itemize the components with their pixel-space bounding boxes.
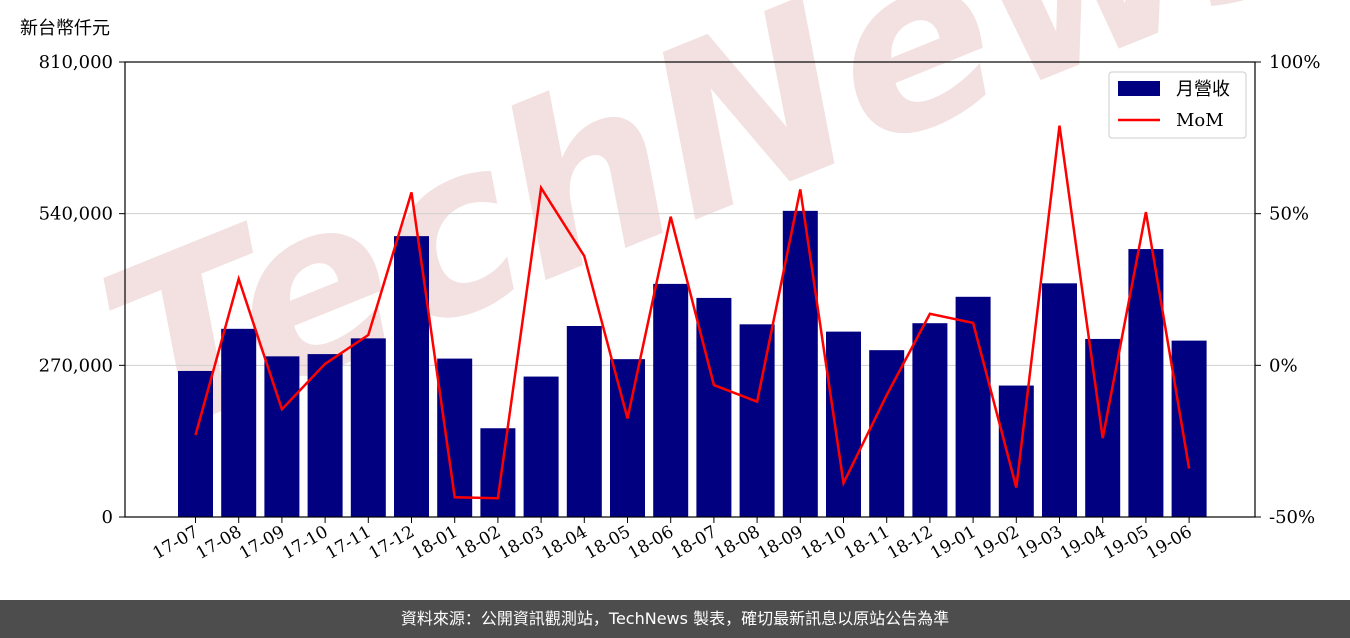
x-tick-label: 18-07 xyxy=(668,522,720,564)
bar-19-02 xyxy=(998,385,1034,517)
y-right-tick-label: 0% xyxy=(1269,355,1298,376)
x-tick-label: 19-01 xyxy=(927,522,979,564)
bar-19-06 xyxy=(1171,340,1207,517)
x-tick-label: 19-02 xyxy=(970,522,1022,564)
bar-17-09 xyxy=(264,356,300,517)
y-left-tick-label: 540,000 xyxy=(39,204,113,225)
y-left-tick-label: 270,000 xyxy=(39,355,113,376)
x-tick-label: 18-03 xyxy=(495,522,547,564)
bar-18-06 xyxy=(653,283,689,517)
plot-frame xyxy=(124,61,1256,518)
bar-18-10 xyxy=(826,331,861,517)
line-series-mom xyxy=(194,125,1191,500)
bar-17-11 xyxy=(350,338,386,517)
x-tick-label: 19-04 xyxy=(1057,522,1109,564)
source-footer: 資料來源：公開資訊觀測站，TechNews 製表，確切最新訊息以原站公告為準 xyxy=(0,600,1350,638)
x-axis: 17-0717-0817-0917-1017-1117-1218-0118-02… xyxy=(150,517,1196,564)
bar-18-12 xyxy=(912,323,948,517)
bar-19-03 xyxy=(1042,283,1077,517)
bar-18-03 xyxy=(523,376,559,517)
bar-18-02 xyxy=(480,428,516,517)
x-tick-label: 18-08 xyxy=(711,522,763,564)
legend-label-revenue: 月營收 xyxy=(1176,79,1230,100)
x-tick-label: 18-12 xyxy=(884,522,936,564)
bar-series-revenue xyxy=(178,210,1207,518)
x-tick-label: 18-05 xyxy=(582,522,634,564)
x-tick-label: 18-11 xyxy=(841,522,893,564)
x-tick-label: 19-06 xyxy=(1143,522,1195,564)
bar-17-10 xyxy=(307,354,343,517)
y-axis-unit-label: 新台幣仟元 xyxy=(20,18,110,39)
x-tick-label: 17-07 xyxy=(150,522,202,564)
y-left-axis: 0 270,000 540,000 810,000 xyxy=(39,52,125,528)
bar-18-11 xyxy=(869,350,905,517)
x-tick-label: 18-09 xyxy=(754,522,806,564)
y-right-tick-label: 100% xyxy=(1269,52,1320,73)
bar-19-01 xyxy=(955,296,991,517)
x-tick-label: 19-03 xyxy=(1014,522,1066,564)
x-tick-label: 18-02 xyxy=(452,522,504,564)
legend-swatch-revenue xyxy=(1118,81,1160,96)
x-tick-label: 18-01 xyxy=(409,522,461,564)
x-tick-label: 17-12 xyxy=(366,522,418,564)
x-tick-label: 17-08 xyxy=(193,522,245,564)
x-tick-label: 18-10 xyxy=(798,522,850,564)
bar-18-04 xyxy=(566,326,602,517)
bar-18-08 xyxy=(739,324,775,517)
x-tick-label: 17-09 xyxy=(236,522,288,564)
x-tick-label: 17-11 xyxy=(322,522,374,564)
y-left-tick-label: 810,000 xyxy=(39,52,113,73)
bar-17-08 xyxy=(221,328,257,517)
x-tick-label: 18-04 xyxy=(538,522,590,564)
legend-label-mom: MoM xyxy=(1176,110,1224,131)
bar-18-05 xyxy=(610,359,645,517)
x-tick-label: 17-10 xyxy=(279,522,331,564)
bar-19-04 xyxy=(1085,338,1121,517)
y-right-axis: -50% 0% 50% 100% xyxy=(1255,52,1320,528)
x-tick-label: 19-05 xyxy=(1100,522,1152,564)
y-left-tick-label: 0 xyxy=(102,507,113,528)
bar-19-05 xyxy=(1128,249,1164,518)
bar-18-07 xyxy=(696,297,732,517)
legend: 月營收 MoM xyxy=(1108,71,1247,139)
bar-18-09 xyxy=(782,210,818,517)
y-right-tick-label: 50% xyxy=(1269,204,1309,225)
y-right-tick-label: -50% xyxy=(1269,507,1315,528)
x-tick-label: 18-06 xyxy=(625,522,677,564)
